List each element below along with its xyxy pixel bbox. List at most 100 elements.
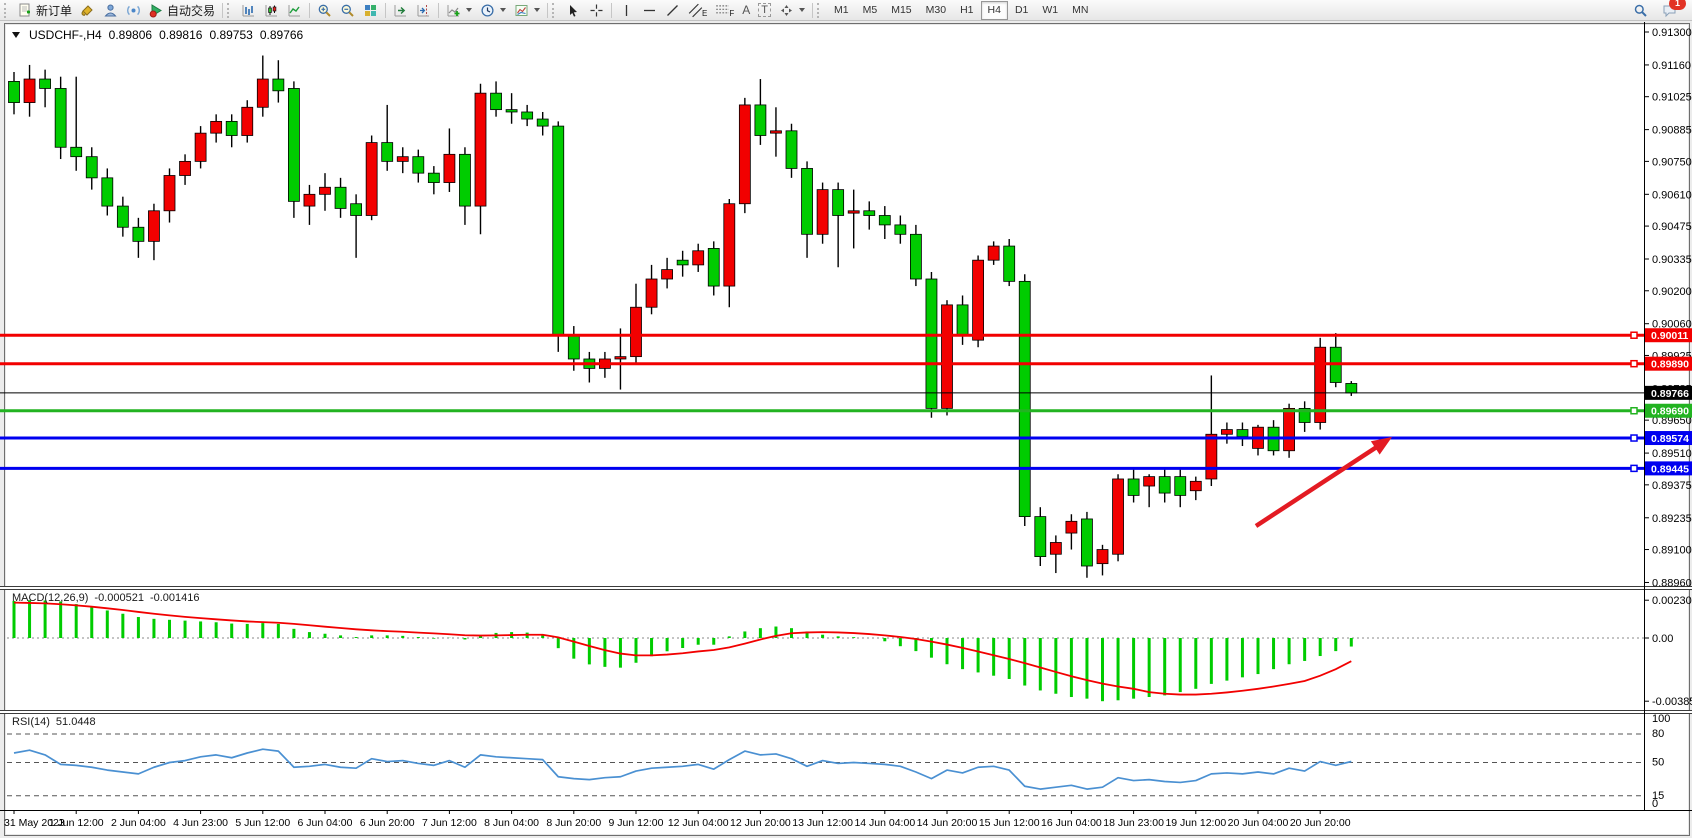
text-tool-letter: A: [742, 3, 751, 17]
templates-button[interactable]: [510, 0, 544, 21]
candlestick-chart-button[interactable]: [260, 0, 283, 21]
candle-down: [39, 78, 51, 89]
vertical-line-tool-button[interactable]: [615, 0, 638, 21]
toolbar-separator: [611, 2, 613, 18]
timeframe-mn-button[interactable]: MN: [1072, 4, 1089, 16]
profiles-button[interactable]: [99, 0, 122, 21]
new-order-icon: [19, 3, 30, 16]
timeframe-h4-button[interactable]: H4: [980, 0, 1008, 20]
line-end-marker[interactable]: [1630, 406, 1638, 415]
candle-up: [1143, 476, 1156, 487]
pane-splitter[interactable]: [0, 586, 1692, 590]
chat-button[interactable]: 1: [1658, 0, 1686, 21]
price-tick-label: 0.89235: [1652, 513, 1692, 525]
indicators-button[interactable]: [442, 0, 476, 21]
toolbar-grip[interactable]: [817, 2, 824, 18]
search-button[interactable]: [1629, 0, 1652, 21]
toolbar-grip[interactable]: [4, 2, 11, 18]
line-end-marker[interactable]: [1630, 359, 1638, 368]
dropdown-caret: [466, 8, 473, 12]
zoom-out-button[interactable]: [336, 0, 359, 21]
candle-down: [85, 156, 98, 179]
time-tick-label: 14 Jun 20:00: [917, 817, 978, 829]
profile-person-icon: [104, 4, 117, 16]
candle-down: [505, 109, 518, 113]
crosshair-tool-button[interactable]: [585, 0, 608, 21]
line-end-marker[interactable]: [1630, 434, 1638, 442]
bar-chart-button[interactable]: [237, 0, 260, 21]
time-tick-label: 31 May 2023: [4, 817, 65, 829]
line-end-marker[interactable]: [1630, 464, 1638, 473]
time-tick-label: 18 Jun 23:00: [1103, 817, 1164, 829]
auto-scroll-icon: [394, 4, 407, 16]
auto-scroll-button[interactable]: [389, 0, 412, 21]
candle-down: [956, 304, 969, 336]
candle-down: [552, 125, 565, 336]
candle-up: [770, 130, 782, 134]
toolbar-grip[interactable]: [227, 2, 234, 18]
time-tick-label: 2 Jun 04:00: [111, 817, 166, 829]
candle-up: [1314, 346, 1327, 423]
channel-tool-button[interactable]: E: [684, 0, 711, 21]
price-tag-label: 0.89890: [1651, 359, 1689, 371]
toolbar-grip[interactable]: [552, 2, 559, 18]
time-tick-label: 14 Jun 04:00: [854, 817, 915, 829]
tile-windows-button[interactable]: [359, 0, 382, 21]
candle-down: [785, 130, 798, 169]
symbol-period-label: USDCHF-,H4: [29, 28, 102, 42]
fibonacci-tool-button[interactable]: F: [711, 0, 738, 21]
rsi-scale-label: 15: [1652, 790, 1664, 802]
zoom-in-button[interactable]: [313, 0, 336, 21]
macd-scale-label: -0.003855: [1652, 696, 1692, 708]
timeframe-m30-button[interactable]: M30: [925, 4, 947, 16]
text-label-tool-button[interactable]: T: [754, 0, 775, 21]
clock-icon: [481, 3, 494, 17]
candle-up: [941, 304, 953, 409]
line-end-marker[interactable]: [1630, 331, 1638, 339]
time-tick-label: 16 Jun 04:00: [1041, 817, 1102, 829]
time-tick-label: 6 Jun 04:00: [298, 817, 353, 829]
toolbar-separator: [547, 2, 549, 18]
candle-down: [427, 172, 440, 183]
chart-menu-triangle-icon[interactable]: [12, 32, 20, 38]
macd-scale-label: 0.002305: [1652, 595, 1692, 607]
candle-up: [365, 142, 378, 216]
timeframe-w1-button[interactable]: W1: [1042, 4, 1059, 16]
pane-splitter[interactable]: [0, 710, 1692, 714]
candle-down: [381, 142, 394, 162]
new-order-button[interactable]: 新订单: [14, 0, 76, 21]
chart-ohlc-header: USDCHF-,H4 0.89806 0.89816 0.89753 0.897…: [12, 28, 303, 42]
candle-up: [256, 78, 269, 108]
periods-button[interactable]: [476, 0, 510, 21]
chart-shift-button[interactable]: [412, 0, 435, 21]
macd-histogram-series: [12, 600, 1353, 702]
chart-window[interactable]: [4, 23, 1690, 836]
equidistant-channel-icon: [688, 3, 703, 17]
timeframe-m5-button[interactable]: M5: [862, 4, 878, 16]
signals-button[interactable]: [122, 0, 145, 21]
price-tick-label: 0.91025: [1652, 92, 1692, 104]
trend-arrow-head[interactable]: [1370, 437, 1392, 455]
candle-up: [738, 104, 751, 205]
cursor-tool-button[interactable]: [562, 0, 585, 21]
candle-down: [832, 189, 845, 216]
trendline-tool-button[interactable]: [661, 0, 684, 21]
horizontal-line-tool-button[interactable]: [638, 0, 661, 21]
line-chart-button[interactable]: [283, 0, 306, 21]
candle-down: [132, 226, 145, 242]
autotrading-button[interactable]: 自动交易: [145, 0, 219, 21]
timeframe-m1-button[interactable]: M1: [834, 4, 849, 16]
candle-down: [536, 118, 549, 127]
high-value: 0.89816: [159, 28, 203, 42]
timeframe-d1-button[interactable]: D1: [1014, 4, 1029, 16]
rsi-scale-label: 80: [1652, 728, 1664, 740]
timeframe-m15-button[interactable]: M15: [891, 4, 912, 16]
trend-arrow-shaft[interactable]: [1254, 443, 1380, 528]
text-tool-button[interactable]: A: [738, 0, 754, 21]
arrows-tool-button[interactable]: [775, 0, 809, 21]
timeframe-h1-button[interactable]: H1: [960, 4, 974, 16]
candle-up: [148, 210, 160, 242]
styles-button[interactable]: [76, 0, 99, 21]
time-tick-label: 8 Jun 20:00: [546, 817, 601, 829]
